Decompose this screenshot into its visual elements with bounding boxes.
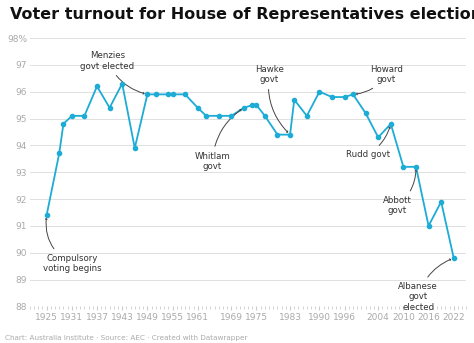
- Text: Menzies
govt elected: Menzies govt elected: [81, 51, 144, 94]
- Text: Chart: Australia Institute · Source: AEC · Created with Datawrapper: Chart: Australia Institute · Source: AEC…: [5, 335, 247, 341]
- Text: Hawke
govt: Hawke govt: [255, 64, 288, 132]
- Text: Howard
govt: Howard govt: [356, 64, 403, 95]
- Text: Compulsory
voting begins: Compulsory voting begins: [43, 218, 101, 273]
- Text: Rudd govt: Rudd govt: [346, 127, 391, 159]
- Text: Voter turnout for House of Representatives elections: Voter turnout for House of Representativ…: [10, 7, 474, 22]
- Text: Whitlam
govt: Whitlam govt: [194, 109, 241, 171]
- Text: Abbott
govt: Abbott govt: [383, 170, 417, 215]
- Text: Albanese
govt
elected: Albanese govt elected: [398, 259, 451, 312]
